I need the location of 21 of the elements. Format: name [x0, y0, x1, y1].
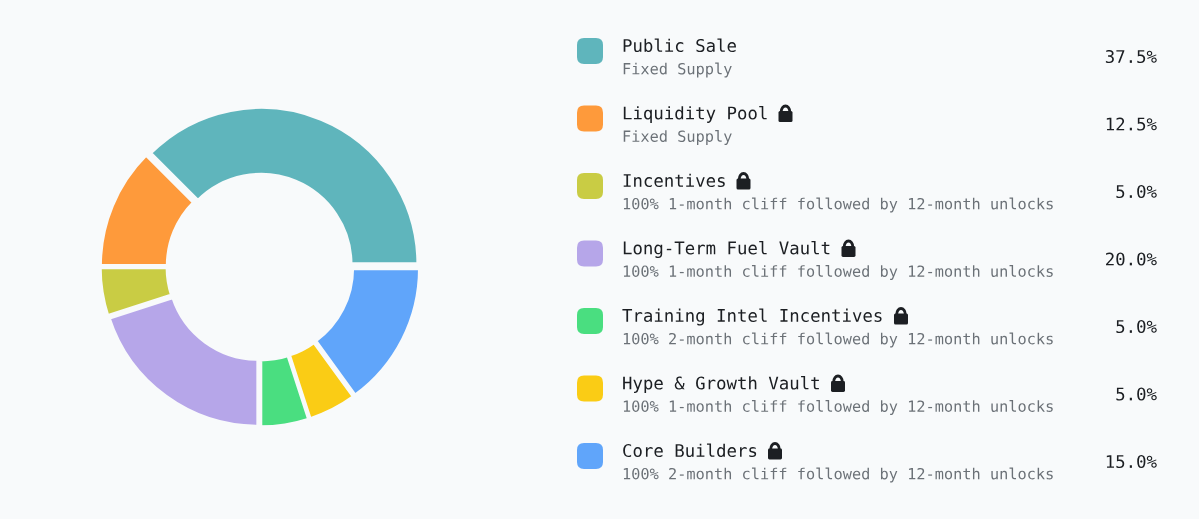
data-label: 15.0%	[1106, 454, 1157, 469]
data-label: 5.0%	[1116, 387, 1157, 401]
text: Fixed Supply	[623, 62, 732, 78]
text: 100% 1-month cliff followed by 12-month unlocks	[623, 400, 1053, 415]
data-label: 5.0%	[1116, 184, 1157, 199]
text: Fixed Supply	[623, 130, 732, 145]
text: 100% 1-month cliff followed by 12-month unlocks	[623, 197, 1053, 213]
legend-label: Hype & Growth Vault	[623, 376, 819, 393]
legend-label: Long-Term Fuel Vault	[623, 240, 830, 259]
legend-label: Incentives	[623, 173, 725, 188]
legend-label: Core Builders	[623, 443, 757, 458]
legend-label: Liquidity Pool	[623, 106, 767, 123]
data-label: 20.0%	[1106, 252, 1157, 266]
text: 100% 2-month cliff followed by 12-month unlocks	[623, 332, 1053, 348]
text: 100% 2-month cliff followed by 12-month unlocks	[623, 467, 1053, 483]
text: 100% 1-month cliff followed by 12-month unlocks	[623, 265, 1053, 280]
legend-label: Public Sale	[623, 38, 736, 53]
data-label: 5.0%	[1116, 319, 1157, 334]
data-label: 37.5%	[1105, 49, 1157, 64]
data-label: 12.5%	[1106, 117, 1157, 131]
legend-label: Training Intel Incentives	[622, 308, 882, 326]
